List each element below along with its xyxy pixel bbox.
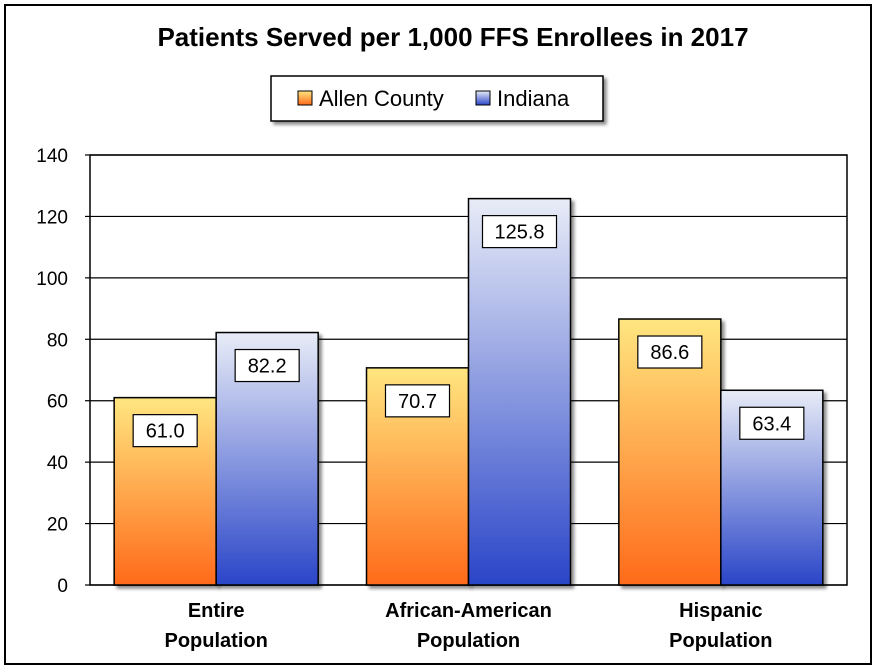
x-tick-label: Hispanic [679, 600, 762, 622]
bar-indiana [467, 197, 572, 586]
legend-swatch-0 [297, 90, 313, 106]
bars: 61.0 82.2 70.7 125.8 86.6 63.4 [113, 197, 824, 586]
y-tick-label: 60 [47, 392, 68, 413]
data-label: 63.4 [752, 413, 791, 435]
data-label: 61.0 [146, 421, 185, 443]
bar-indiana [215, 331, 319, 586]
y-axis: 0 20 40 60 80 100 120 140 [36, 146, 90, 597]
legend-label-1: Indiana [497, 86, 570, 111]
data-label-box [384, 384, 451, 418]
data-label-box [739, 406, 805, 440]
data-label-box [234, 348, 300, 383]
legend-label-0: Allen County [319, 86, 444, 111]
y-tick-label: 20 [47, 515, 68, 536]
legend-box [270, 75, 604, 122]
x-tick-label: Population [417, 630, 520, 652]
x-tick-label: African-American [385, 600, 552, 622]
data-label-box [637, 335, 703, 369]
x-axis: Entire Population African-American Populati… [165, 600, 773, 652]
data-label: 86.6 [650, 342, 689, 364]
y-tick-label: 0 [57, 576, 68, 597]
y-tick-label: 40 [47, 453, 68, 474]
data-label: 125.8 [494, 222, 544, 244]
y-tick-label: 140 [36, 146, 68, 167]
data-label: 70.7 [398, 391, 437, 413]
x-tick-label: Entire [188, 600, 245, 622]
y-tick-label: 120 [36, 207, 68, 228]
y-tick-label: 80 [47, 330, 68, 351]
legend-swatch-1 [475, 90, 491, 106]
data-label: 82.2 [248, 356, 287, 378]
data-label-box [481, 215, 558, 249]
chart-title: Patients Served per 1,000 FFS Enrollees … [157, 22, 748, 52]
y-tick-label: 100 [36, 269, 68, 290]
x-tick-label: Population [669, 630, 772, 652]
legend: Allen County Indiana [270, 75, 604, 122]
data-label-box [132, 414, 198, 448]
x-tick-label: Population [165, 630, 268, 652]
